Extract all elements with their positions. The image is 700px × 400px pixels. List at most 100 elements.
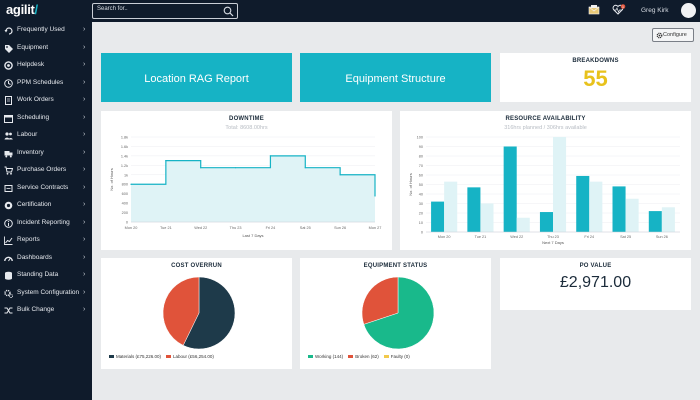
- y-tick-label: 600: [122, 192, 128, 196]
- x-tick-label: Fri 24: [584, 235, 594, 239]
- bar: [431, 201, 445, 232]
- equipment-structure-tile[interactable]: Equipment Structure: [300, 53, 491, 102]
- dashboard-icon: [4, 256, 13, 261]
- y-tick-label: 90: [419, 145, 423, 149]
- search-placeholder: Search for..: [97, 6, 128, 12]
- sidebar-item-dashboards[interactable]: Dashboards ›: [0, 250, 92, 267]
- sidebar-item-label: Dashboards: [17, 253, 53, 261]
- location-rag-report-tile[interactable]: Location RAG Report: [101, 53, 292, 102]
- pie-slice: [363, 276, 435, 350]
- breakdowns-card[interactable]: BREAKDOWNS 55: [500, 53, 691, 102]
- po-value-title: PO VALUE: [579, 263, 612, 269]
- sidebar-item-service-contracts[interactable]: Service Contracts ›: [0, 180, 92, 197]
- y-tick-label: 400: [122, 202, 128, 206]
- bar: [516, 217, 530, 232]
- data-point: [374, 195, 376, 197]
- downtime-chart: 0 200 400 600 800 1k 1.2k 1.4k 1.6k 1.8k Mon 20 Tue…: [109, 136, 382, 239]
- x-axis-label: Next 7 Days: [542, 240, 564, 245]
- data-point: [200, 167, 202, 169]
- sidebar-item-bulk-change[interactable]: Bulk Change ›: [0, 302, 92, 319]
- user-name[interactable]: Greg Kirk: [641, 7, 669, 14]
- configure-label: Configure: [663, 32, 687, 38]
- x-tick-label: Thu 23: [230, 226, 242, 230]
- chevron-right-icon: ›: [83, 148, 86, 156]
- x-tick-label: Wed 22: [510, 235, 523, 239]
- y-tick-label: 60: [419, 174, 423, 178]
- sidebar-item-inventory[interactable]: Inventory ›: [0, 145, 92, 162]
- data-point: [130, 183, 132, 185]
- breakdowns-title: BREAKDOWNS: [572, 58, 619, 64]
- area-fill: [131, 155, 375, 222]
- bar: [467, 187, 481, 232]
- sidebar-item-incident-reporting[interactable]: Incident Reporting ›: [0, 215, 92, 232]
- y-tick-label: 20: [419, 212, 423, 216]
- sidebar-item-label: Standing Data: [17, 271, 59, 278]
- bar: [503, 146, 517, 232]
- chevron-right-icon: ›: [83, 271, 86, 278]
- lifebuoy-icon: [4, 61, 13, 70]
- document-icon: [5, 96, 12, 105]
- sidebar-item-system-configuration[interactable]: System Configuration ›: [0, 285, 92, 302]
- bar: [648, 211, 662, 232]
- bar: [553, 137, 567, 232]
- truck-icon: [4, 150, 13, 157]
- chevron-right-icon: ›: [83, 183, 86, 191]
- sidebar-item-certification[interactable]: Certification ›: [0, 197, 92, 214]
- pie-slice: [162, 276, 200, 346]
- sidebar-item-standing-data[interactable]: Standing Data ›: [0, 267, 92, 284]
- y-tick-label: 1.6k: [121, 145, 128, 149]
- logo[interactable]: agilit/: [6, 2, 38, 17]
- x-tick-label: Mon 27: [369, 226, 382, 230]
- sidebar-item-helpdesk[interactable]: Helpdesk ›: [0, 57, 92, 74]
- chart-icon: [4, 236, 13, 245]
- x-tick-label: Sun 26: [334, 226, 346, 230]
- equipment-status-card: EQUIPMENT STATUS Working (144) Broken (6…: [300, 258, 491, 369]
- y-tick-label: 100: [417, 136, 423, 140]
- sidebar-item-label: Frequently Used: [17, 26, 65, 33]
- bar: [589, 181, 603, 232]
- chart-subtitle: 316hrs planned / 306hrs available: [504, 125, 587, 131]
- chart-title: COST OVERRUN: [171, 263, 222, 269]
- sidebar-item-purchase-orders[interactable]: Purchase Orders ›: [0, 162, 92, 179]
- y-tick-label: 0: [126, 221, 128, 225]
- clock-icon: [4, 78, 13, 88]
- sidebar-item-label: Reports: [17, 236, 40, 243]
- sidebar-item-label: Service Contracts: [17, 183, 69, 191]
- sidebar-item-ppm-schedules[interactable]: PPM Schedules ›: [0, 75, 92, 92]
- sidebar-item-label: PPM Schedules: [17, 78, 64, 86]
- configure-button[interactable]: Configure: [652, 28, 694, 42]
- cost-overrun-chart: [162, 276, 236, 350]
- cost-overrun-card: COST OVERRUN Materials (£75,226.00) Labo…: [101, 258, 292, 369]
- po-value-card[interactable]: PO VALUE £2,971.00: [500, 258, 691, 310]
- heart-pulse-icon[interactable]: 1: [612, 4, 626, 16]
- y-tick-label: 30: [419, 202, 423, 206]
- search-icon[interactable]: [223, 6, 234, 17]
- x-tick-label: Tue 21: [160, 226, 172, 230]
- avatar[interactable]: [681, 3, 696, 18]
- chevron-right-icon: ›: [83, 131, 86, 138]
- sidebar: Frequently Used › Equipment › Helpdesk › PPM S…: [0, 22, 92, 400]
- bar: [576, 175, 590, 232]
- sidebar-item-scheduling[interactable]: Scheduling ›: [0, 110, 92, 127]
- sidebar-item-equipment[interactable]: Equipment ›: [0, 40, 92, 57]
- pie-slice: [361, 276, 399, 325]
- mail-icon[interactable]: [588, 4, 600, 16]
- x-tick-label: Mon 20: [438, 235, 451, 239]
- sidebar-item-reports[interactable]: Reports ›: [0, 232, 92, 249]
- search-input[interactable]: Search for..: [92, 3, 238, 19]
- y-tick-label: 800: [122, 183, 128, 187]
- legend-swatch: [348, 355, 354, 359]
- series-line: [131, 155, 376, 197]
- chevron-right-icon: ›: [83, 61, 86, 68]
- refresh-icon: [4, 27, 13, 35]
- y-tick-label: 200: [122, 211, 128, 215]
- sidebar-item-labour[interactable]: Labour ›: [0, 127, 92, 144]
- chevron-right-icon: ›: [83, 96, 86, 103]
- sidebar-item-work-orders[interactable]: Work Orders ›: [0, 92, 92, 109]
- legend-swatch: [383, 355, 389, 359]
- sidebar-item-frequently-used[interactable]: Frequently Used ›: [0, 22, 92, 39]
- data-point: [339, 174, 341, 176]
- sidebar-item-label: Bulk Change: [17, 306, 55, 313]
- bar: [444, 181, 458, 232]
- bar: [480, 203, 494, 232]
